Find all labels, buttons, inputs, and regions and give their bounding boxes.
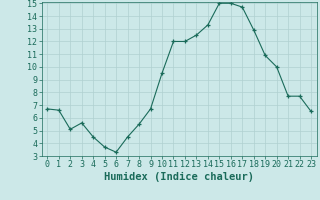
X-axis label: Humidex (Indice chaleur): Humidex (Indice chaleur) — [104, 172, 254, 182]
